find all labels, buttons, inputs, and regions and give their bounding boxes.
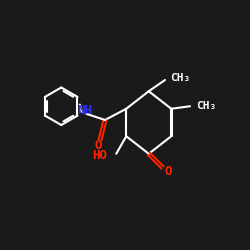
Text: NH: NH xyxy=(78,104,92,117)
Text: HO: HO xyxy=(92,149,108,162)
Text: O: O xyxy=(164,165,172,178)
Text: O: O xyxy=(95,139,102,152)
Text: CH₃: CH₃ xyxy=(170,73,191,83)
Text: CH₃: CH₃ xyxy=(196,101,216,111)
